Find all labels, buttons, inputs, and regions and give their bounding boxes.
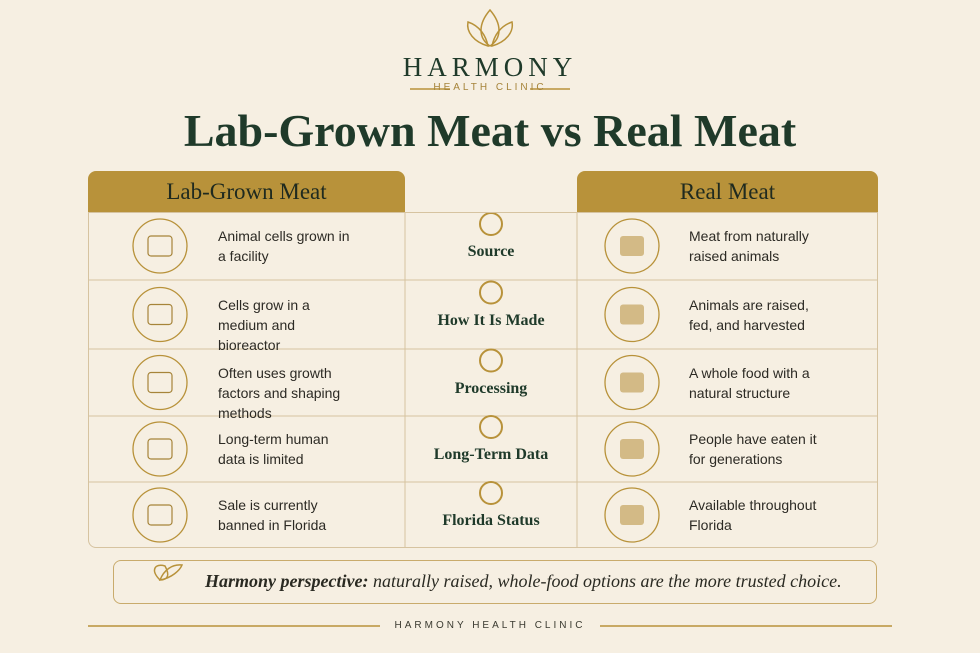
icon bbox=[479, 348, 503, 373]
icon bbox=[147, 504, 173, 526]
icon bbox=[147, 303, 173, 326]
icon bbox=[479, 481, 503, 505]
icon bbox=[479, 415, 503, 439]
icon bbox=[132, 286, 188, 343]
perspective: Harmony perspective: naturally raised, w… bbox=[205, 571, 842, 592]
lab-description: Long-term human data is limited bbox=[218, 431, 329, 467]
perspective-box bbox=[113, 560, 877, 604]
icon bbox=[147, 438, 173, 460]
perspective-lead: Harmony perspective: bbox=[205, 571, 369, 591]
real-description: Meat from naturally raised animals bbox=[689, 228, 809, 264]
real-description: Animals are raised, fed, and harvested bbox=[689, 296, 809, 333]
icon bbox=[620, 505, 644, 525]
icon bbox=[132, 421, 188, 477]
icon bbox=[620, 372, 644, 393]
footer: HARMONY HEALTH CLINIC bbox=[394, 620, 586, 631]
lab-description: Often uses growth factors and shaping me… bbox=[218, 364, 341, 421]
lab-description: Animal cells grown in a facility bbox=[218, 228, 350, 264]
icon bbox=[479, 280, 503, 305]
column-header: Lab-Grown Meat bbox=[88, 171, 405, 212]
row-label: Processing bbox=[454, 379, 528, 397]
real-description: A whole food with a natural structure bbox=[689, 364, 810, 401]
icon bbox=[132, 218, 188, 274]
icon bbox=[604, 421, 660, 477]
icon bbox=[604, 286, 660, 343]
row-label: Source bbox=[467, 243, 515, 260]
brand-subtitle: HEALTH CLINIC bbox=[433, 82, 547, 93]
icon bbox=[479, 212, 503, 236]
lab-description: Cells grow in a medium and bioreactor bbox=[218, 296, 310, 353]
lab-description: Sale is currently banned in Florida bbox=[218, 497, 327, 533]
real-description: Available throughout Florida bbox=[689, 497, 817, 533]
row-label: Florida Status bbox=[442, 512, 540, 529]
perspective-text: naturally raised, whole-food options are… bbox=[372, 571, 842, 591]
icon bbox=[620, 236, 644, 256]
icon bbox=[620, 439, 644, 459]
row-label: Long-Term Data bbox=[433, 446, 549, 463]
icon bbox=[604, 487, 660, 543]
icon bbox=[147, 235, 173, 257]
icon bbox=[132, 487, 188, 543]
title: Lab-Grown Meat vs Real Meat bbox=[183, 105, 797, 156]
table bbox=[88, 212, 878, 548]
real-description: People have eaten it for generations bbox=[689, 431, 817, 467]
icon bbox=[620, 304, 644, 325]
brand: HARMONY bbox=[402, 52, 578, 82]
icon bbox=[132, 354, 188, 411]
icon bbox=[147, 371, 173, 394]
column-header: Real Meat bbox=[577, 171, 878, 212]
icon bbox=[604, 218, 660, 274]
row-label: How It Is Made bbox=[437, 311, 545, 329]
icon bbox=[604, 354, 660, 411]
